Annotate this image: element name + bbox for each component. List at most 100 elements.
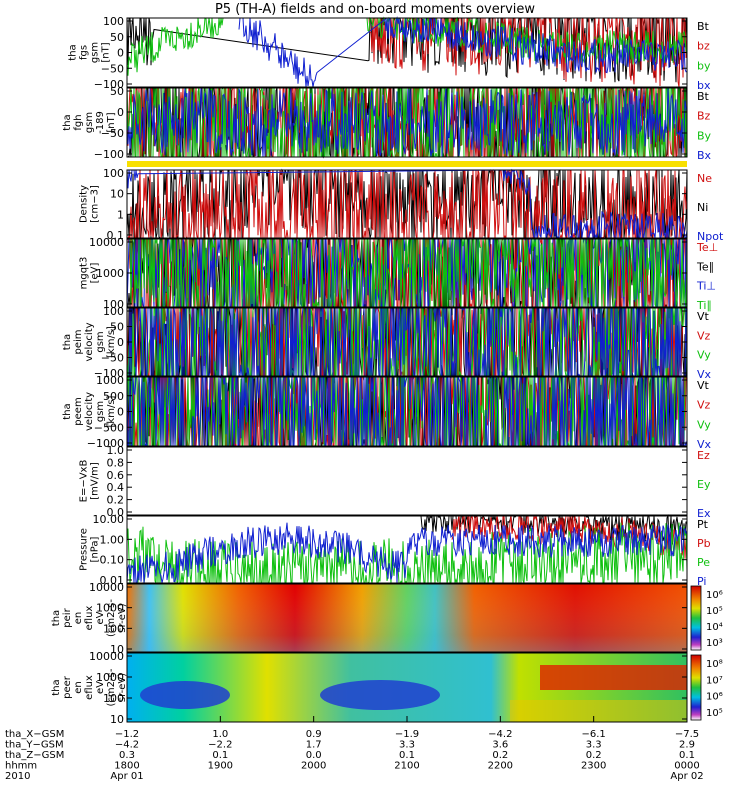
y-axis-label: eflux — [84, 606, 95, 631]
ytick-label: 0 — [117, 47, 124, 60]
xtick-label: −4.2 — [115, 740, 139, 751]
colorbar-tick-label: 10³ — [706, 638, 723, 649]
pressure-pt-line — [419, 514, 688, 545]
colorbar-tick-label: 10⁷ — [706, 675, 723, 686]
xtick-label: −6.1 — [582, 729, 606, 740]
legend-entry: Ni — [697, 201, 708, 214]
legend-entry: Pi — [697, 575, 706, 588]
panel-frame-efield — [126, 446, 688, 516]
ytick-label: 100 — [103, 622, 124, 635]
y-axis-label: [cm−3] — [90, 185, 101, 223]
y-axis-label: gsm — [84, 112, 95, 133]
xtick-label: −7.5 — [675, 729, 699, 740]
y-axis-label: [km/s] — [106, 395, 117, 427]
y-axis-label: eV — [95, 611, 106, 624]
xtick-label: 0.1 — [679, 750, 695, 761]
x-axis-row-label: tha_X−GSM — [5, 729, 64, 740]
xtick-label: 1800 — [114, 761, 139, 772]
xtick-label: 3.3 — [586, 740, 602, 751]
yellow-status-bar — [127, 161, 687, 167]
legend-entry: Vz — [697, 399, 711, 412]
y-axis-label: fgh — [73, 114, 84, 130]
legend-entry: Vy — [697, 418, 711, 431]
legend-entry: Ez — [697, 449, 710, 462]
legend-entry: Pe — [697, 556, 710, 569]
ytick-label: 0.0 — [107, 506, 125, 519]
peir-spectrogram-shade — [127, 584, 687, 652]
xtick-label: 2100 — [394, 761, 419, 772]
ytick-label: 50 — [110, 321, 124, 334]
xtick-label: −1.9 — [395, 729, 419, 740]
y-axis-label: tha — [62, 334, 73, 350]
y-axis-label: [eV] — [90, 263, 101, 284]
ytick-label: 1000 — [96, 671, 124, 684]
y-axis-label: [nT] — [101, 42, 112, 62]
xtick-label: −4.2 — [488, 729, 512, 740]
y-axis-label: velocity — [84, 322, 95, 361]
y-axis-label: (cm2-s- — [106, 599, 117, 637]
y-axis-label: (cm2-s- — [106, 668, 117, 706]
ytick-label: 0.4 — [107, 481, 125, 494]
legend-entry: Vz — [697, 329, 711, 342]
legend-entry: Ti⊥ — [696, 280, 716, 293]
y-axis-label: fgs — [79, 45, 90, 60]
y-axis-label: sr-eV) — [117, 603, 128, 632]
y-axis-label: [nT] — [106, 112, 117, 132]
ytick-label: −1000 — [87, 437, 124, 450]
density-ni-line — [126, 168, 688, 240]
legend-entry: Pb — [697, 537, 711, 550]
legend-entry: bx — [697, 79, 711, 92]
ytick-label: 100 — [103, 15, 124, 28]
y-axis-label: tha — [51, 610, 62, 626]
pressure-pb-line — [451, 514, 688, 560]
xtick-label: 0.1 — [399, 750, 415, 761]
legend-entry: Bt — [697, 20, 710, 33]
ytick-label: 1.0 — [107, 444, 125, 457]
y-axis-label: peem — [73, 397, 84, 425]
xtick-label: 3.3 — [399, 740, 415, 751]
ytick-label: −100 — [94, 148, 124, 161]
ytick-label: 0 — [117, 106, 124, 119]
ytick-label: 10000 — [89, 650, 124, 663]
legend-entry: Vy — [697, 349, 711, 362]
y-axis-label: gsm — [90, 42, 101, 63]
y-axis-label: gsm — [95, 331, 106, 352]
xtick-label: Apr 02 — [670, 771, 703, 782]
y-axis-label: tha — [62, 114, 73, 130]
x-axis-row-label: hhmm — [5, 761, 37, 772]
legend-entry: Bz — [697, 110, 711, 123]
xtick-label: 0.0 — [306, 750, 322, 761]
ytick-label: −100 — [94, 78, 124, 91]
ytick-label: 1000 — [96, 602, 124, 615]
xtick-label: 0.3 — [119, 750, 135, 761]
xtick-label: 0.2 — [492, 750, 508, 761]
legend-entry: Te∥ — [696, 260, 714, 273]
ytick-label: 50 — [110, 31, 124, 44]
x-axis-row-label: tha_Z−GSM — [5, 750, 64, 761]
y-axis-label: Pressure — [79, 528, 90, 571]
ytick-label: 500 — [103, 390, 124, 403]
y-axis-label: eV — [95, 681, 106, 694]
ytick-label: 10000 — [89, 581, 124, 594]
ytick-label: 1 — [117, 208, 124, 221]
x-axis-row-label: 2010 — [5, 771, 30, 782]
peer-low-energy-blob — [320, 680, 440, 710]
legend-entry: Bx — [697, 149, 712, 162]
y-axis-label: peir — [62, 607, 73, 627]
figure-title: P5 (TH-A) fields and on-board moments ov… — [214, 2, 536, 17]
peer-high-energy-band — [540, 665, 687, 690]
fgh-bx-line — [126, 87, 688, 157]
y-axis-label: [mV/m] — [90, 462, 101, 500]
legend-entry: by — [697, 59, 711, 72]
legend-entry: Pt — [697, 518, 709, 531]
xtick-label: 0.2 — [586, 750, 602, 761]
ytick-label: 50 — [110, 85, 124, 98]
ytick-label: 100 — [103, 305, 124, 318]
legend-entry: Ne — [697, 172, 712, 185]
ytick-label: −50 — [101, 127, 124, 140]
fgs-bx-line — [238, 16, 687, 88]
ytick-label: 1.00 — [100, 533, 125, 546]
ytick-label: −50 — [101, 352, 124, 365]
